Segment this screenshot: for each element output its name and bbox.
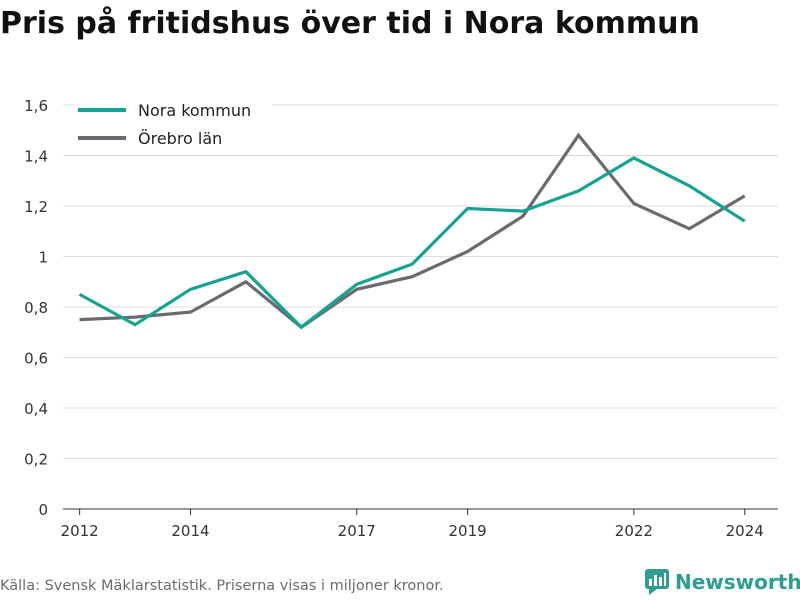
y-tick-label: 0,2 bbox=[24, 451, 48, 469]
x-tick-label: 2019 bbox=[449, 522, 487, 540]
series-line bbox=[79, 132, 746, 330]
x-tick-label: 2017 bbox=[338, 522, 376, 540]
y-tick-label: 1,4 bbox=[24, 148, 48, 166]
series-line bbox=[78, 156, 746, 330]
brand-logo[interactable]: Newsworthy bbox=[645, 569, 800, 595]
legend-label: Örebro län bbox=[138, 129, 222, 148]
newsworthy-logo-icon bbox=[645, 569, 669, 595]
legend-label: Nora kommun bbox=[138, 101, 251, 120]
x-tick-label: 2024 bbox=[726, 522, 764, 540]
x-tick-label: 2014 bbox=[171, 522, 209, 540]
x-tick-label: 2022 bbox=[615, 522, 653, 540]
y-tick-label: 0,8 bbox=[24, 299, 48, 317]
x-tick-label: 2012 bbox=[61, 522, 99, 540]
chart-title: Pris på fritidshus över tid i Nora kommu… bbox=[0, 6, 700, 41]
y-tick-label: 1,2 bbox=[24, 198, 48, 216]
brand-name: Newsworthy bbox=[675, 570, 800, 594]
y-tick-label: 0 bbox=[38, 501, 48, 519]
source-note: Källa: Svensk Mäklarstatistik. Priserna … bbox=[0, 578, 444, 594]
y-tick-label: 1 bbox=[38, 249, 48, 267]
y-tick-label: 1,6 bbox=[24, 97, 48, 115]
y-tick-label: 0,6 bbox=[24, 350, 48, 368]
y-tick-label: 0,4 bbox=[24, 400, 48, 418]
